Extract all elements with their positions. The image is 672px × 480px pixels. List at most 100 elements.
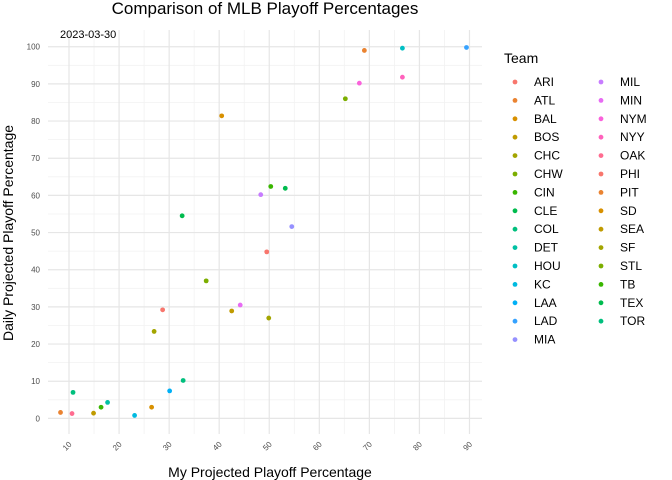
point-sea [229, 308, 235, 314]
y-tick-label: 10 [31, 377, 40, 386]
legend-item-nyy: NYY [598, 130, 645, 144]
x-tick-label: 80 [411, 440, 424, 453]
legend-key [598, 98, 604, 103]
legend-key [598, 153, 604, 159]
legend-label: TOR [620, 314, 645, 328]
legend-key [598, 190, 604, 195]
legend-item-mil: MIL [598, 75, 640, 89]
y-tick-label: 60 [31, 191, 40, 200]
legend-label: SF [620, 241, 635, 255]
legend-label: MIA [534, 333, 555, 347]
x-tick-label: 20 [111, 440, 124, 453]
legend-label: BOS [534, 130, 559, 144]
legend-key [598, 282, 604, 287]
legend-label: CHC [534, 149, 560, 163]
legend-key [598, 208, 604, 214]
point-col [70, 389, 76, 395]
point-chc [151, 329, 157, 334]
legend-key [512, 171, 518, 177]
legend-key [598, 318, 604, 324]
legend-label: NYY [620, 130, 645, 144]
y-tick-label: 40 [31, 266, 40, 275]
point-phi [264, 249, 270, 255]
point-lad [464, 45, 469, 50]
legend-label: LAA [534, 296, 557, 310]
y-tick-label: 70 [31, 154, 40, 163]
legend-item-cle: CLE [512, 204, 557, 218]
legend-item-laa: LAA [512, 296, 557, 310]
legend-item-tex: TEX [598, 296, 643, 310]
point-sd [219, 113, 225, 119]
point-tex [282, 185, 288, 191]
legend-item-atl: ATL [512, 93, 555, 107]
major-gridlines [48, 30, 482, 434]
legend-item-stl: STL [598, 259, 642, 273]
legend-item-oak: OAK [598, 149, 645, 163]
y-tick-label: 50 [31, 229, 40, 238]
legend-key [598, 226, 604, 232]
y-tick-label: 100 [27, 43, 41, 52]
legend-key [512, 208, 518, 214]
legend-item-phi: PHI [598, 167, 640, 181]
legend-key [598, 300, 604, 306]
legend-item-chw: CHW [512, 167, 563, 181]
legend-key [512, 300, 518, 306]
date-annotation: 2023-03-30 [60, 29, 116, 41]
legend-key [512, 79, 518, 85]
x-axis-ticks: 10 20 30 40 50 60 70 80 90 [61, 440, 475, 453]
point-atl [361, 48, 367, 53]
legend-item-sea: SEA [598, 222, 644, 236]
legend-key [512, 337, 518, 342]
point-oak [69, 411, 75, 416]
point-bos [91, 410, 96, 416]
legend-item-hou: HOU [512, 259, 561, 273]
y-tick-label: 80 [31, 117, 40, 126]
legend-item-cin: CIN [512, 185, 555, 199]
legend-key [512, 282, 518, 287]
point-sf [266, 315, 272, 321]
legend-label: OAK [620, 149, 645, 163]
x-tick-label: 30 [161, 440, 174, 453]
y-tick-label: 30 [31, 303, 40, 312]
legend-label: PHI [620, 167, 640, 181]
point-hou [400, 45, 405, 51]
legend-item-chc: CHC [512, 149, 560, 163]
point-stl [342, 96, 348, 102]
point-nym [356, 80, 362, 86]
legend-label: ARI [534, 75, 554, 89]
point-mil [258, 192, 264, 198]
y-tick-label: 20 [31, 340, 40, 349]
legend-label: LAD [534, 314, 558, 328]
point-ari [160, 307, 166, 313]
legend-label: CLE [534, 204, 557, 218]
x-tick-label: 60 [311, 440, 324, 453]
y-tick-label: 0 [36, 414, 41, 423]
legend-key [512, 226, 518, 232]
legend-label: MIL [620, 75, 640, 89]
x-tick-label: 90 [461, 440, 474, 453]
legend-label: MIN [620, 93, 642, 107]
x-tick-label: 70 [361, 440, 374, 453]
point-cin [98, 404, 104, 410]
legend-key [512, 245, 518, 251]
legend-item-bal: BAL [512, 112, 557, 126]
legend-item-min: MIN [598, 93, 642, 107]
legend-key [598, 171, 604, 177]
point-chw [203, 278, 209, 284]
legend-item-lad: LAD [512, 314, 558, 328]
legend-key [598, 79, 604, 85]
legend-item-det: DET [512, 241, 559, 255]
legend-item-col: COL [512, 222, 559, 236]
legend-key [512, 190, 518, 195]
legend-item-ari: ARI [512, 75, 554, 89]
legend-label: DET [534, 241, 559, 255]
point-det [105, 400, 110, 405]
y-axis-ticks: 0 10 20 30 40 50 60 70 80 90 100 [27, 43, 41, 424]
data-points [58, 45, 469, 418]
legend-key [512, 153, 518, 159]
legend-item-nym: NYM [598, 112, 647, 126]
legend-label: PIT [620, 185, 639, 199]
y-tick-label: 90 [31, 80, 40, 89]
legend-key [598, 263, 604, 269]
